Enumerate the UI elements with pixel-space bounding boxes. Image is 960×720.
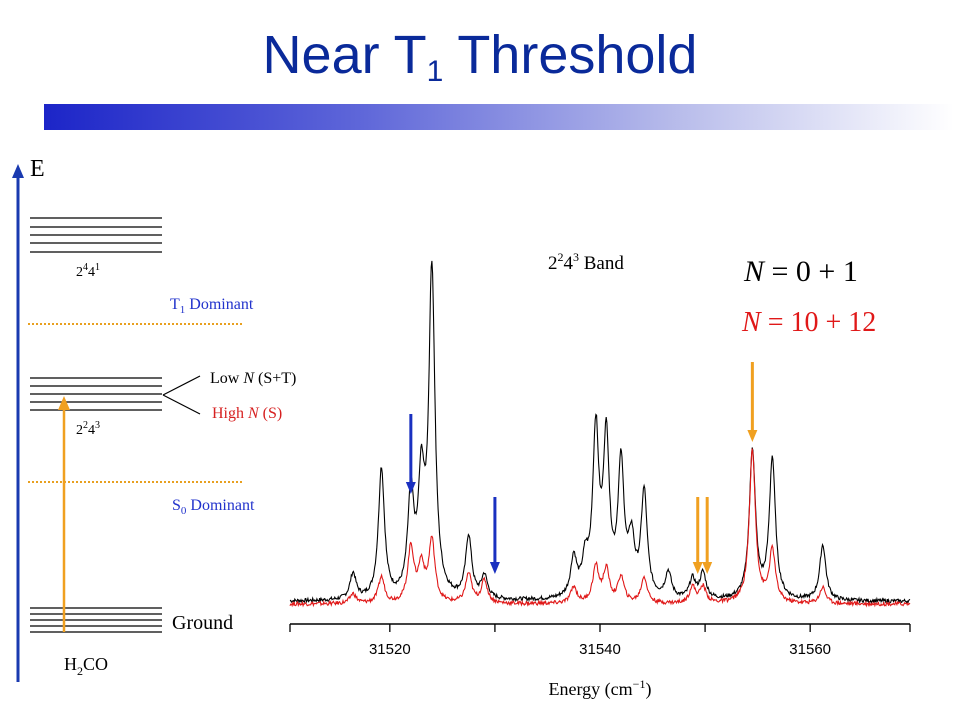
arrow-layer: [405, 362, 758, 574]
middle-levels: [30, 377, 162, 411]
excitation-arrowhead: [58, 396, 70, 410]
upper-levels: [30, 217, 162, 253]
slide-title: Near T1 Threshold: [262, 25, 698, 88]
legend-black-series: N = 0 + 1: [743, 255, 858, 288]
middle-level-label: 2243: [76, 420, 100, 438]
t1-dominant-label: T1 Dominant: [170, 296, 254, 316]
series-line-black: [289, 260, 911, 605]
spectrum-chart: 31520 31540 31560 Energy (cm−1): [289, 260, 911, 700]
title-gradient-bar: [44, 104, 954, 130]
series-layer: [289, 260, 911, 608]
band-label: 2243 Band: [548, 250, 624, 274]
ground-levels: [30, 607, 162, 633]
ground-label: Ground: [172, 612, 233, 634]
x-tick-label: 31520: [369, 641, 411, 658]
upper-level-label: 2441: [76, 262, 100, 280]
energy-diagram: E 2441 T1 Dominant 2243 Low N (S+T) High…: [12, 156, 296, 682]
x-axis-label: Energy (cm−1): [549, 677, 652, 700]
marker-arrow-head: [489, 562, 500, 574]
legend-red-series: N = 10 + 12: [741, 307, 876, 338]
molecule-label: H2CO: [64, 654, 108, 678]
s0-dominant-label: S0 Dominant: [172, 497, 255, 517]
high-n-label: High N (S): [212, 405, 282, 422]
x-tick-label: 31560: [789, 641, 831, 658]
series-line-red: [289, 448, 911, 608]
marker-arrow-head: [702, 562, 713, 574]
marker-arrow-head: [692, 562, 703, 574]
tick-layer: 31520 31540 31560: [289, 624, 911, 658]
low-n-label: Low N (S+T): [210, 370, 296, 387]
energy-axis-arrowhead: [12, 164, 24, 178]
marker-arrow-head: [747, 430, 758, 442]
x-tick-label: 31540: [579, 641, 621, 658]
marker-arrow-head: [405, 482, 416, 494]
branch-lines: [162, 375, 201, 415]
energy-axis-label: E: [30, 156, 45, 182]
